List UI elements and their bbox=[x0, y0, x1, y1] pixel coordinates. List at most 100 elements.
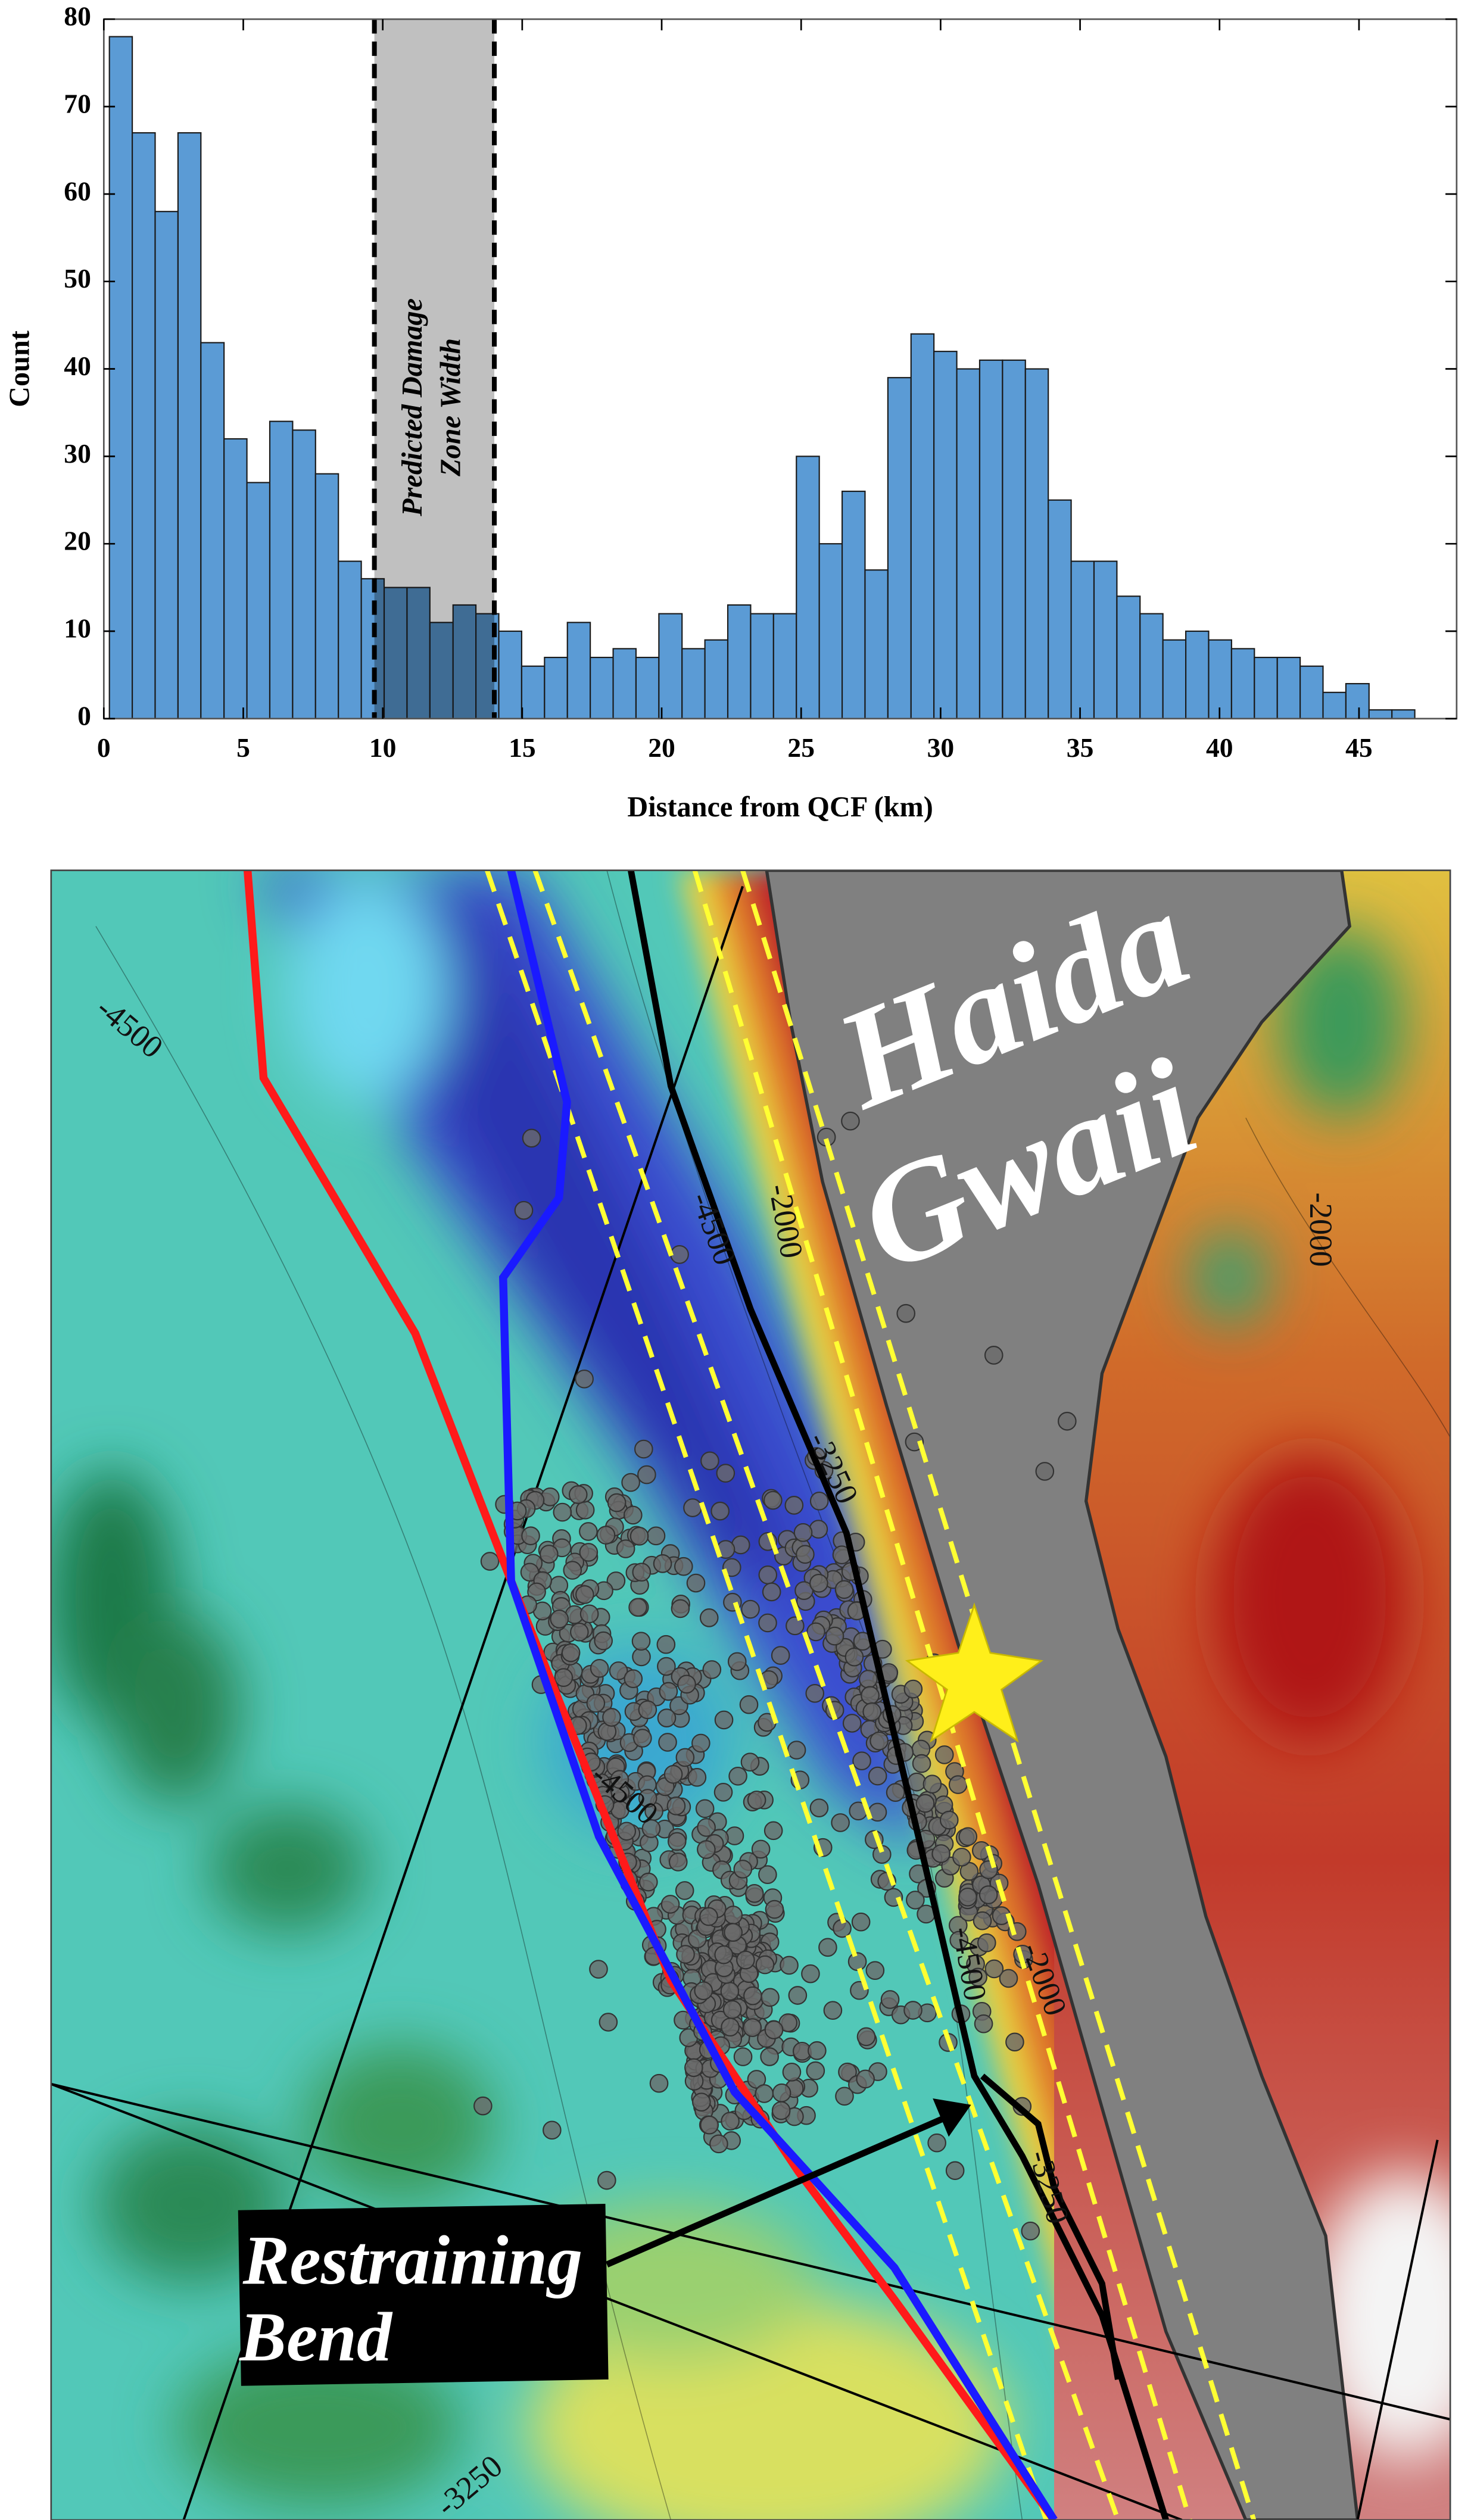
earthquake bbox=[607, 1493, 627, 1512]
earthquake bbox=[656, 1635, 676, 1654]
earthquake bbox=[575, 1370, 594, 1389]
earthquake bbox=[683, 1498, 702, 1517]
bar bbox=[1139, 613, 1164, 719]
earthquake bbox=[784, 1496, 804, 1515]
bar-shade bbox=[374, 578, 385, 719]
earthquake bbox=[934, 1745, 954, 1764]
earthquake bbox=[663, 1764, 683, 1784]
earthquake bbox=[713, 1782, 733, 1802]
earthquake bbox=[674, 1557, 693, 1576]
earthquake bbox=[700, 1451, 719, 1471]
x-tick-label: 5 bbox=[236, 732, 250, 763]
earthquake bbox=[514, 1200, 534, 1220]
earthquake bbox=[709, 2134, 728, 2154]
earthquake bbox=[763, 1490, 783, 1510]
earthquake bbox=[638, 1700, 657, 1720]
earthquake bbox=[796, 1545, 815, 1564]
bar bbox=[154, 211, 179, 719]
earthquake bbox=[880, 1990, 900, 2009]
earthquake bbox=[609, 1661, 628, 1680]
earthquake bbox=[521, 1526, 540, 1546]
bar bbox=[772, 613, 797, 719]
earthquake bbox=[844, 1647, 864, 1667]
y-axis-label: Count bbox=[4, 330, 36, 407]
earthquake bbox=[771, 1646, 790, 1665]
feature-line: Restraining bbox=[242, 2221, 583, 2299]
earthquake bbox=[617, 1822, 637, 1841]
blue-fault bbox=[499, 870, 1058, 2520]
bar-shade bbox=[384, 587, 407, 719]
bar bbox=[1116, 595, 1141, 719]
earthquake bbox=[716, 1464, 735, 1483]
earthquake bbox=[808, 2041, 827, 2060]
y-tick-label: 10 bbox=[64, 613, 91, 643]
earthquake bbox=[691, 2092, 711, 2112]
bar-shade bbox=[429, 622, 453, 719]
bar bbox=[1276, 656, 1301, 719]
land bbox=[765, 870, 1360, 2520]
earthquake bbox=[658, 1733, 677, 1752]
earthquake bbox=[724, 1923, 743, 1942]
histogram: Predicted Damage Zone Width01020304050607… bbox=[4, 1, 1458, 823]
earthquake bbox=[809, 1798, 829, 1818]
earthquake bbox=[553, 1502, 572, 1522]
earthquake bbox=[939, 1810, 959, 1830]
earthquake bbox=[915, 1794, 935, 1813]
earthquake bbox=[733, 1860, 753, 1879]
x-axis-label: Distance from QCF (km) bbox=[627, 791, 933, 823]
bar bbox=[956, 368, 981, 719]
bar-shade bbox=[476, 613, 495, 719]
bar bbox=[704, 639, 729, 719]
earthquake bbox=[722, 1558, 741, 1577]
bar bbox=[1254, 656, 1278, 719]
y-tick-label: 60 bbox=[64, 176, 91, 206]
earthquake bbox=[762, 1582, 781, 1602]
earthquake bbox=[480, 1552, 500, 1571]
earthquake bbox=[856, 2027, 876, 2047]
earthquake bbox=[624, 1669, 643, 1688]
bar bbox=[612, 648, 637, 719]
earthquake bbox=[809, 1574, 828, 1593]
earthquake bbox=[968, 1967, 987, 1987]
earthquake bbox=[629, 1527, 649, 1546]
earthquake bbox=[667, 1832, 687, 1851]
earthquake bbox=[765, 1900, 784, 1919]
earthquake bbox=[842, 1714, 862, 1733]
earthquake bbox=[632, 1647, 651, 1667]
feature-box bbox=[238, 2203, 609, 2386]
earthquake bbox=[568, 1485, 588, 1504]
earthquake bbox=[809, 1492, 829, 1511]
bar bbox=[1345, 683, 1370, 719]
earthquake bbox=[699, 1608, 719, 1627]
earthquake bbox=[856, 2069, 875, 2089]
earthquake bbox=[641, 1819, 661, 1838]
earthquake bbox=[1058, 1411, 1077, 1431]
earthquake bbox=[862, 1702, 881, 1721]
earthquake bbox=[958, 1887, 977, 1907]
earthquake bbox=[720, 1982, 740, 2001]
bar bbox=[933, 351, 958, 719]
earthquake bbox=[570, 1623, 589, 1642]
bar bbox=[521, 665, 546, 719]
qcf bbox=[628, 870, 1169, 2520]
y-tick-label: 20 bbox=[64, 526, 91, 556]
contour-label: -2000 bbox=[1303, 1192, 1339, 1267]
earthquake bbox=[623, 1505, 643, 1525]
earthquake bbox=[780, 1956, 799, 1975]
earthquake bbox=[695, 1799, 715, 1819]
earthquake bbox=[758, 1865, 777, 1884]
earthquake bbox=[727, 1652, 747, 1671]
earthquake bbox=[579, 1604, 599, 1624]
annotation: Predicted Damage bbox=[397, 298, 428, 517]
earthquake bbox=[903, 1679, 923, 1699]
arrow-head bbox=[933, 2098, 971, 2137]
earthquake bbox=[596, 1526, 616, 1545]
earthquake bbox=[522, 1128, 541, 1148]
y-tick-label: 50 bbox=[64, 263, 91, 294]
bar bbox=[566, 622, 591, 719]
qcf-branch bbox=[980, 2073, 1121, 2380]
earthquake bbox=[782, 2062, 802, 2082]
earthquake bbox=[675, 1881, 694, 1900]
earthquake bbox=[896, 1303, 916, 1323]
